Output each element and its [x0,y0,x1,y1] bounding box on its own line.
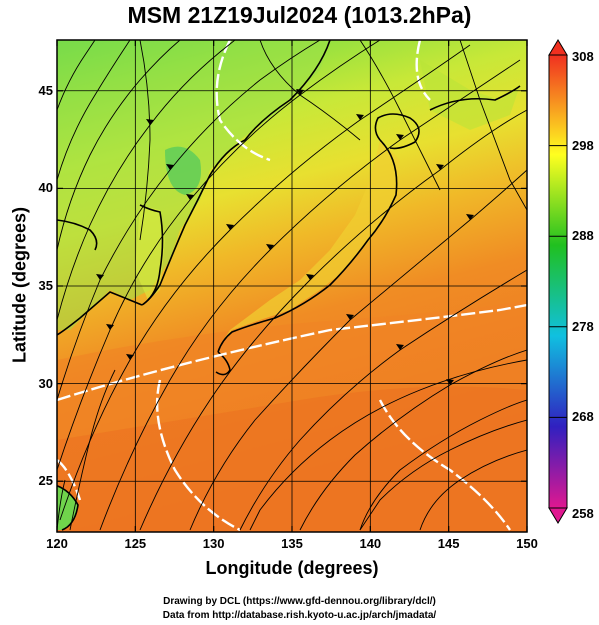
x-axis-title: Longitude (degrees) [205,558,379,578]
colorbar-tick-label: 308 [572,49,594,64]
coastlines [57,40,521,531]
x-tick-label: 135 [281,536,303,551]
wind-arrows [96,89,474,385]
wind-streamlines [57,40,527,531]
y-tick-label: 30 [38,375,53,391]
x-tick-label: 130 [202,536,225,551]
axis-ticks [56,40,528,532]
map-title: MSM 21Z19Jul2024 (1013.2hPa) [127,2,472,28]
colorbar-max-arrow [548,39,568,56]
y-tick-label: 25 [38,473,53,489]
colorbar-tick-label: 268 [572,409,594,425]
colorbar-tick-label: 298 [572,137,594,153]
credit-data: Data from http://database.rish.kyoto-u.a… [162,610,437,621]
colorbar-tick-label: 278 [572,318,594,334]
y-tick-label: 45 [38,82,53,98]
colorbar-tick-label: 288 [572,228,594,244]
x-tick-label: 120 [46,536,68,551]
japan-land [220,140,400,345]
y-tick-label: 35 [38,278,53,293]
contour-lines [57,40,527,532]
colorbar [548,39,568,524]
credit-drawing: Drawing by DCL (https://www.gfd-dennou.o… [163,596,436,607]
graticule [57,40,527,532]
x-tick-label: 145 [437,536,460,551]
x-tick-label: 125 [124,536,147,551]
x-tick-label: 150 [516,536,538,551]
y-axis-title: Latitude (degrees) [9,206,30,364]
x-tick-label: 140 [359,536,382,551]
colorbar-min-arrow [548,507,568,524]
colorbar-tick-label: 258 [572,506,594,521]
y-tick-label: 40 [38,180,53,196]
